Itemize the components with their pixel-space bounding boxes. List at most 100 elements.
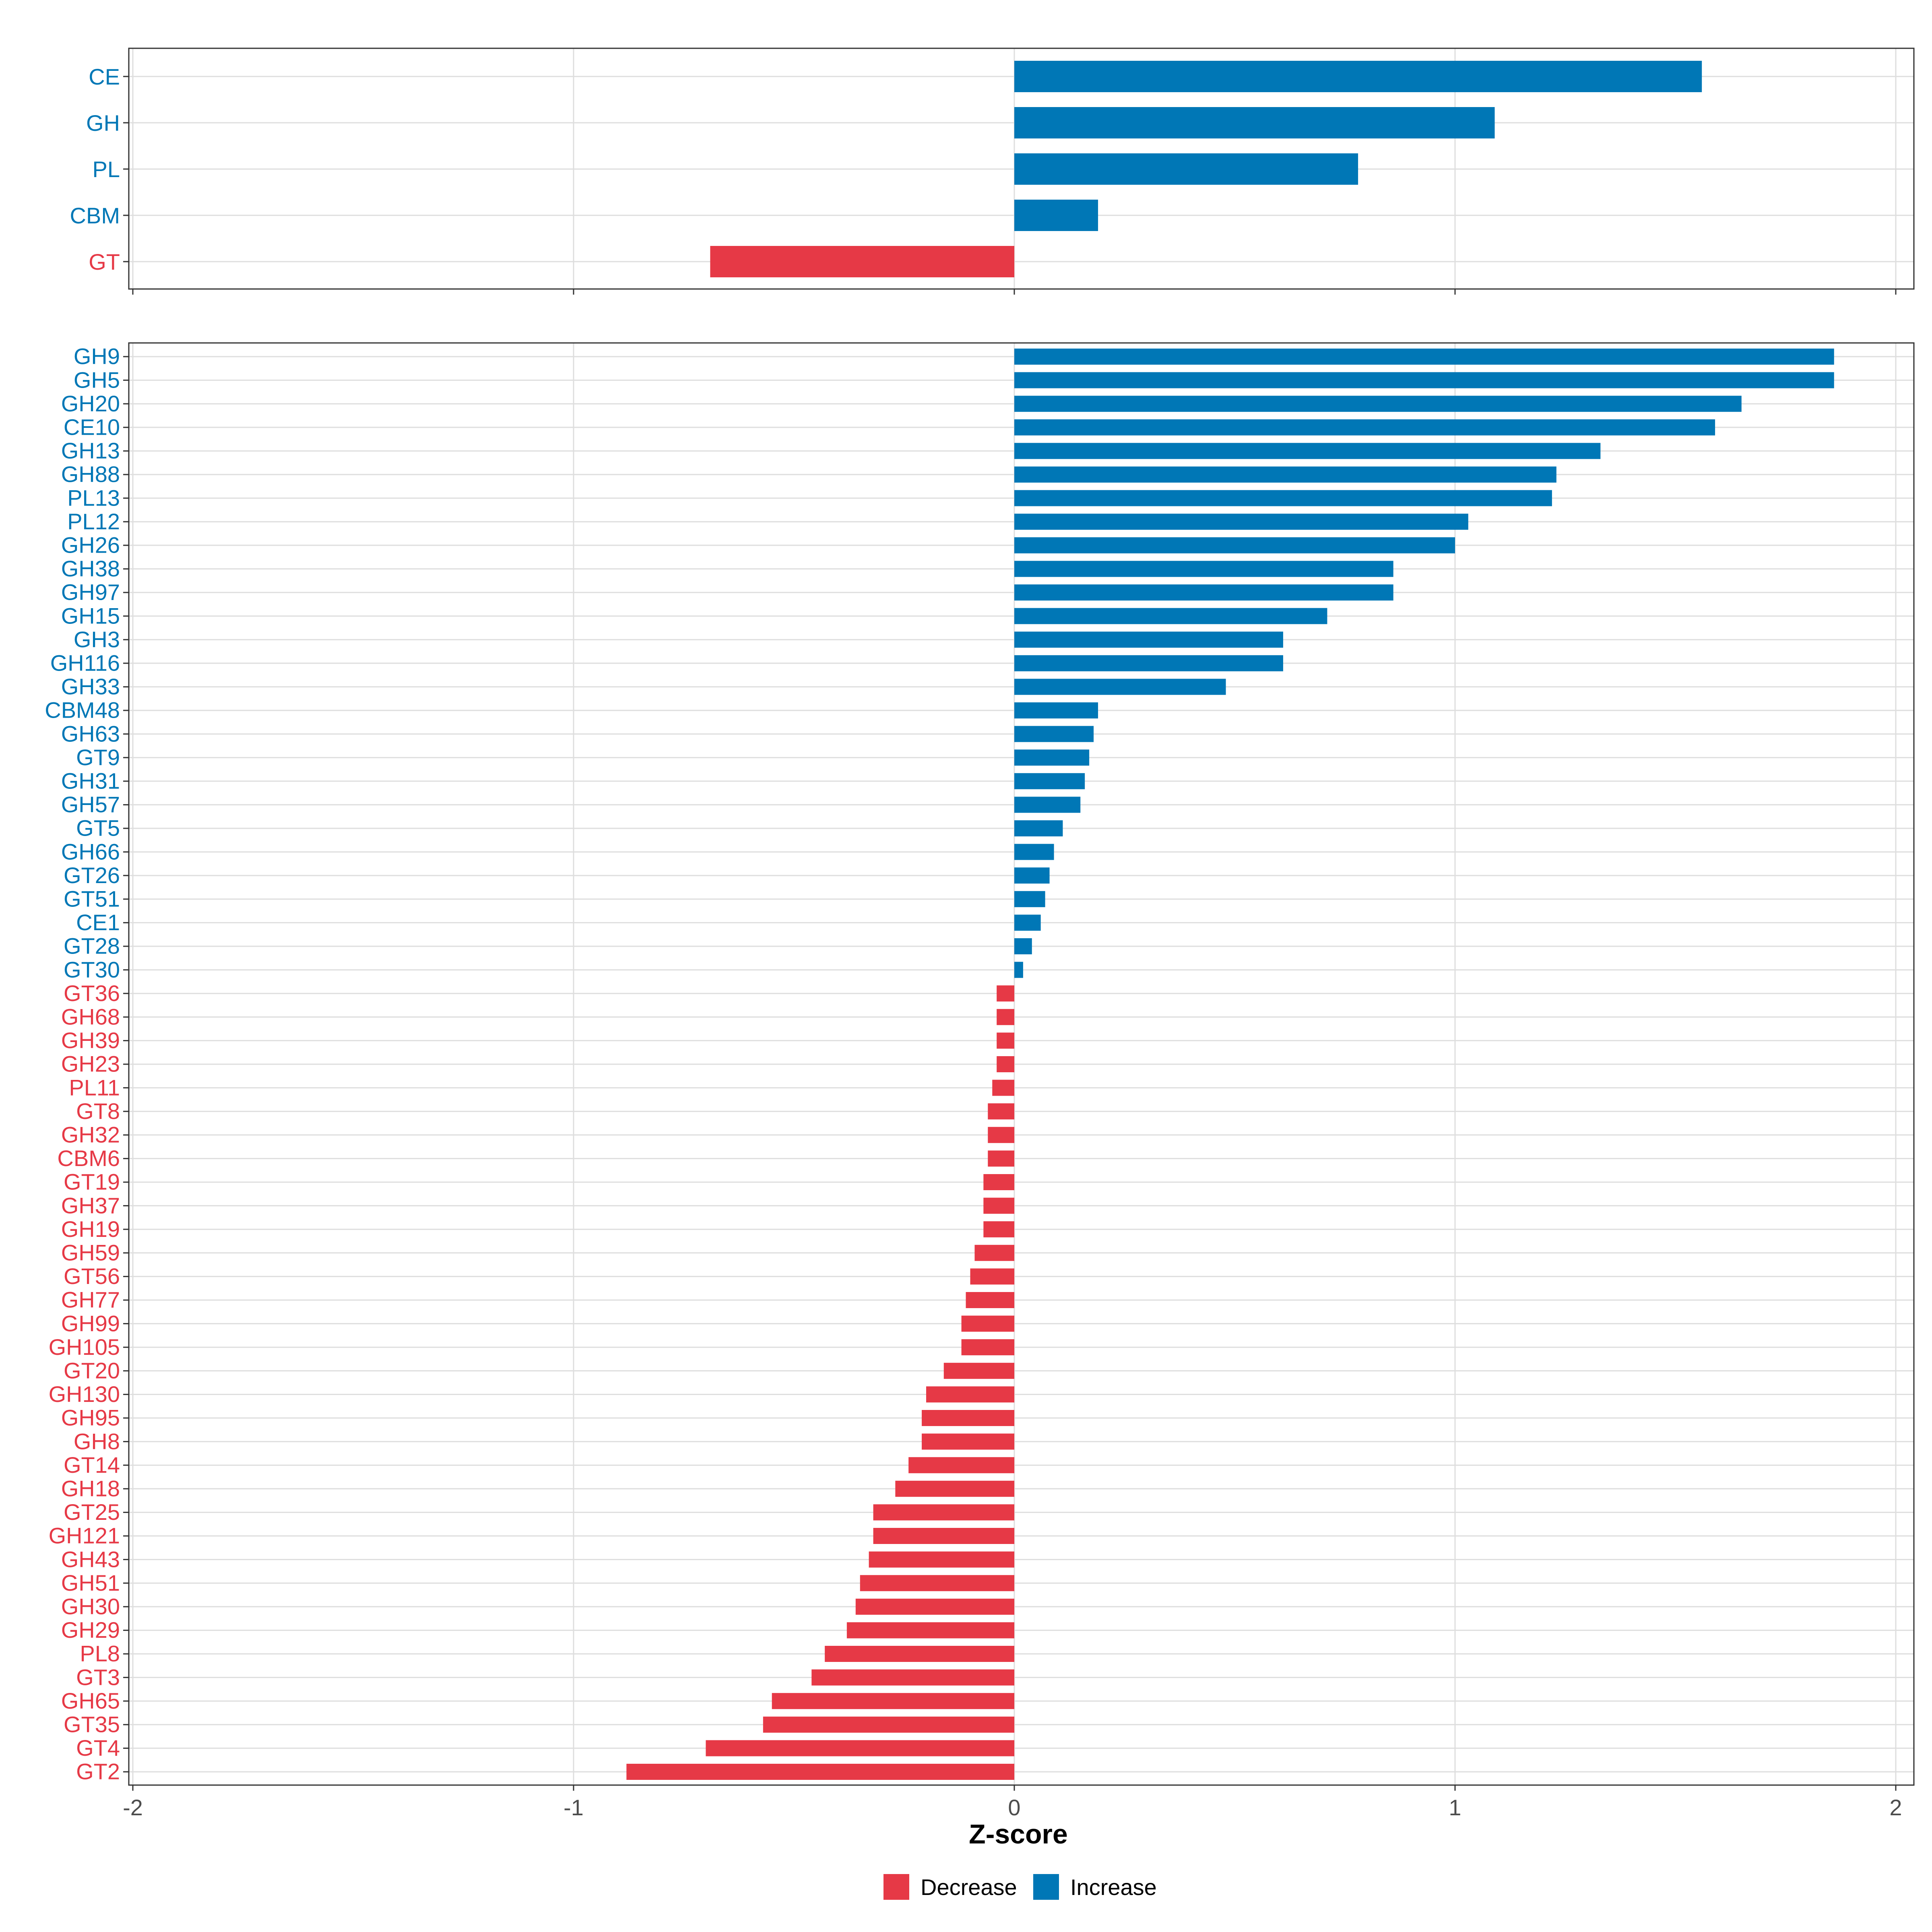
y-tick-label-gt: GT [89,249,120,275]
panel-border [128,47,1915,290]
y-tick-label-gh63: GH63 [61,721,120,746]
bar-pl11 [992,1080,1014,1096]
y-tick-label-pl12: PL12 [67,509,120,534]
bar-gh26 [1014,537,1455,553]
bar-gt3 [811,1669,1014,1686]
bar-gt56 [970,1268,1014,1285]
legend-label-decrease: Decrease [921,1874,1017,1900]
bar-gh105 [961,1339,1014,1356]
bar-gh9 [1014,349,1834,365]
bar-gt36 [997,985,1014,1002]
bar-gh33 [1014,679,1226,695]
x-tick-label: 2 [1889,1795,1902,1820]
y-tick-label-gh5: GH5 [74,367,120,392]
y-tick-label-gh15: GH15 [61,603,120,628]
bar-gt20 [943,1362,1014,1379]
y-tick-label-gh23: GH23 [61,1051,120,1077]
bar-gt19 [983,1174,1014,1190]
y-tick-label-pl: PL [93,157,120,182]
bar-gh65 [772,1693,1014,1709]
y-tick-label-gh29: GH29 [61,1617,120,1643]
y-tick-label-gh37: GH37 [61,1193,120,1218]
bar-gh57 [1014,797,1081,813]
legend-swatch-increase [1033,1874,1059,1900]
y-tick-label-gt28: GT28 [64,933,120,959]
y-tick-label-gt3: GT3 [76,1664,120,1690]
y-tick-label-gh59: GH59 [61,1240,120,1265]
bar-gh43 [869,1551,1014,1568]
y-tick-label-gh26: GH26 [61,533,120,558]
bar-gh121 [873,1528,1014,1544]
legend: Decrease Increase [883,1874,1157,1900]
bar-gh15 [1014,608,1327,624]
class-panel: CE GH PL CBM GT [70,47,1915,295]
bar-gh95 [922,1410,1014,1426]
bar-gh18 [895,1480,1014,1497]
bar-gh8 [922,1433,1014,1450]
bar-gt25 [873,1504,1014,1521]
y-tick-label-gh19: GH19 [61,1216,120,1242]
x-tick-label: -2 [123,1795,143,1820]
bar-ce1 [1014,914,1041,931]
y-tick-label-gt8: GT8 [76,1098,120,1124]
y-tick-label-gh51: GH51 [61,1570,120,1596]
y-tick-label-gh3: GH3 [74,627,120,652]
y-tick-label-gt14: GT14 [64,1452,120,1478]
x-tick-label: 0 [1008,1795,1020,1820]
y-tick-label-gh43: GH43 [61,1546,120,1572]
y-tick-label-gh8: GH8 [74,1428,120,1454]
panel-border [128,342,1915,1786]
bar-gt4 [706,1740,1014,1757]
y-tick-label-cbm6: CBM6 [57,1146,120,1171]
y-tick-label-pl11: PL11 [69,1075,120,1100]
bar-gt5 [1014,820,1063,836]
y-tick-label-ce10: CE10 [64,415,120,440]
x-tick-label: 1 [1449,1795,1461,1820]
x-tick-label: -1 [564,1795,584,1820]
bar-cbm [1014,200,1098,231]
y-tick-label-gh130: GH130 [49,1381,120,1407]
bar-gt30 [1014,962,1023,978]
y-tick-label-gt9: GT9 [76,745,120,770]
bar-gh130 [926,1386,1014,1403]
bar-gh77 [966,1292,1014,1308]
y-tick-label-gh32: GH32 [61,1122,120,1148]
bar-cbm6 [988,1150,1014,1167]
bar-gt35 [763,1716,1014,1733]
bar-gh23 [997,1056,1014,1072]
bar-gh5 [1014,372,1834,388]
bar-gh59 [974,1245,1014,1261]
y-tick-label-gh33: GH33 [61,674,120,699]
bar-gh19 [983,1221,1014,1238]
y-tick-label-gt26: GT26 [64,863,120,888]
y-tick-label-gh116: GH116 [50,650,120,676]
bar-gh66 [1014,844,1054,860]
y-tick-label-gh68: GH68 [61,1004,120,1030]
bar-gh99 [961,1315,1014,1332]
y-tick-label-gh66: GH66 [61,839,120,864]
bar-pl13 [1014,490,1552,506]
y-tick-label-ce1: CE1 [76,910,120,935]
y-tick-label-gh65: GH65 [61,1688,120,1713]
y-tick-label-gt51: GT51 [64,886,120,912]
bar-pl12 [1014,514,1468,530]
y-tick-label-ce: CE [89,64,120,89]
bar-gh20 [1014,396,1742,412]
y-tick-label-gh31: GH31 [61,768,120,794]
bar-gh30 [855,1598,1014,1615]
y-tick-label-gh38: GH38 [61,556,120,581]
y-tick-label-pl13: PL13 [67,485,120,510]
y-tick-label-gh39: GH39 [61,1028,120,1053]
bar-gh38 [1014,561,1393,577]
bar-gh68 [997,1009,1014,1025]
y-tick-label-gh97: GH97 [61,580,120,605]
bar-gt2 [626,1764,1014,1780]
y-tick-label-gh18: GH18 [61,1476,120,1501]
y-tick-label-gt4: GT4 [76,1735,120,1761]
y-tick-label-gt20: GT20 [64,1358,120,1383]
y-tick-label-gh77: GH77 [61,1287,120,1313]
y-tick-label-gt5: GT5 [76,815,120,841]
bar-gt26 [1014,867,1050,884]
